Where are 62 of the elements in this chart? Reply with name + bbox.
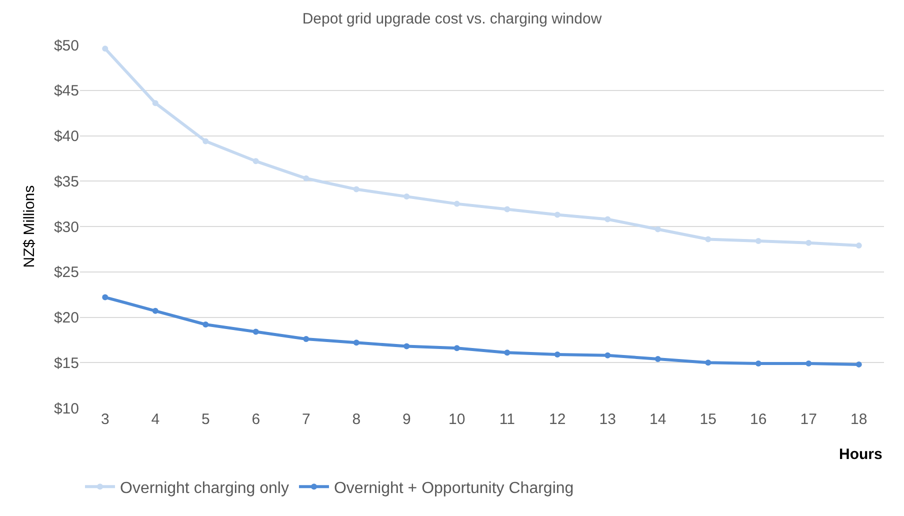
y-tick-label: $50 [54,37,79,54]
point [404,343,410,350]
point [856,242,862,249]
point [454,200,460,207]
y-tick-label: $20 [54,310,79,326]
point [755,238,762,244]
point [303,175,310,182]
point [202,138,209,144]
point [202,322,209,328]
point [152,308,158,314]
point [806,360,812,367]
point [554,212,560,218]
point [353,340,360,346]
chart-title: Depot grid upgrade cost vs. charging window [302,10,602,28]
x-tick-label: 10 [448,411,466,428]
legend-label: Overnight charging only [120,480,289,497]
point [404,194,410,200]
point [654,226,661,232]
y-axis-title: NZ$ Millions [21,185,38,268]
y-tick-label: $30 [54,218,79,236]
x-tick-label: 5 [201,411,210,428]
y-tick-label: $45 [54,82,79,100]
x-tick-label: 16 [750,411,767,428]
point [454,345,460,352]
point [353,186,360,192]
point [152,100,158,106]
x-tick-label: 11 [499,411,515,428]
y-tick-label: $35 [54,173,79,190]
point [303,336,310,342]
point [604,216,611,222]
point [504,206,510,212]
x-tick-label: 15 [700,411,716,428]
x-tick-label: 18 [850,411,868,428]
x-tick-label: 8 [352,411,361,428]
legend-label: Overnight + Opportunity Charging [334,480,574,497]
point [755,360,762,367]
point [102,294,108,300]
point [252,328,259,335]
y-tick-label: $40 [54,128,79,145]
x-tick-label: 17 [800,411,817,428]
x-tick-label: 9 [402,411,411,428]
point [604,352,611,358]
y-tick-label: $15 [54,354,79,372]
point [856,361,862,368]
x-tick-label: 7 [302,411,310,428]
x-tick-label: 13 [599,411,616,428]
point [554,351,560,358]
x-tick-label: 14 [650,411,666,428]
point [654,356,661,362]
y-tick-label: $25 [54,264,79,282]
point [705,360,712,366]
x-tick-label: 12 [549,411,566,428]
point [102,46,108,52]
x-tick-label: 4 [151,411,160,428]
point [705,236,712,242]
x-tick-label: 6 [252,411,260,428]
point [252,158,259,164]
y-tick-label: $10 [54,400,79,418]
point [806,240,812,246]
x-axis-title: Hours [839,446,882,463]
point [504,350,510,356]
x-tick-label: 3 [100,411,110,428]
